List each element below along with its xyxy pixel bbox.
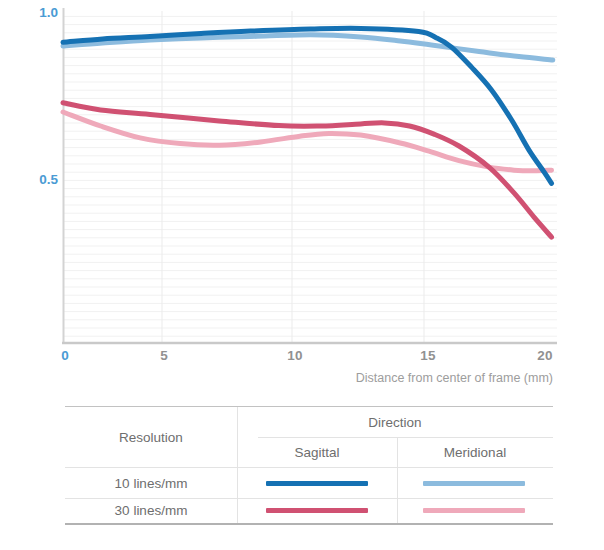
x-tick-20: 20	[530, 348, 560, 363]
mtf-chart-page: 1.0 0.5 0 5 10 15 20 Distance from cente…	[0, 0, 604, 550]
legend-swatch-10-sagittal	[266, 481, 368, 486]
sagittal-column-header: Sagittal	[237, 438, 397, 467]
direction-header: Direction	[237, 407, 553, 437]
legend-swatch-30-sagittal	[266, 508, 368, 513]
y-tick-0.5: 0.5	[28, 172, 58, 187]
x-tick-10: 10	[280, 348, 310, 363]
mtf-chart-plot	[0, 0, 604, 400]
resolution-header: Resolution	[65, 407, 237, 467]
legend-table: Resolution Direction Sagittal Meridional…	[65, 406, 553, 525]
legend-swatch-10-meridional	[423, 481, 525, 486]
x-tick-0: 0	[50, 348, 80, 363]
x-tick-5: 5	[149, 348, 179, 363]
row-label-30-lines: 30 lines/mm	[65, 499, 237, 522]
y-tick-1.0: 1.0	[28, 5, 58, 20]
meridional-column-header: Meridional	[397, 438, 553, 467]
x-tick-15: 15	[413, 348, 443, 363]
legend-swatch-30-meridional	[423, 508, 525, 513]
x-axis-title: Distance from center of frame (mm)	[356, 371, 553, 385]
series-30-lines-mm-meridional	[63, 112, 552, 171]
row-label-10-lines: 10 lines/mm	[65, 468, 237, 498]
